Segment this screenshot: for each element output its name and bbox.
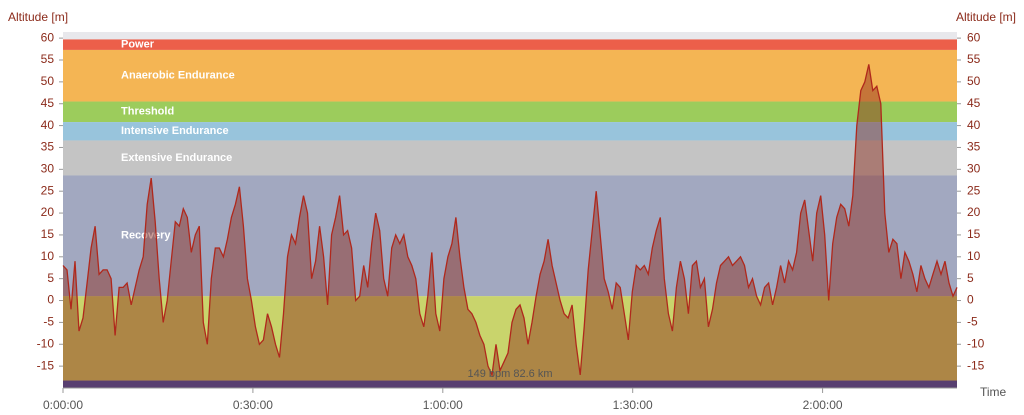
y-tick-label-right: 50 bbox=[967, 74, 981, 88]
x-tick-label: 0:30:00 bbox=[233, 398, 273, 412]
y-tick-label: 35 bbox=[41, 140, 55, 154]
area-fill bbox=[63, 64, 957, 389]
y-tick-label-right: 55 bbox=[967, 52, 981, 66]
y-tick-label: -5 bbox=[43, 315, 54, 329]
y-tick-label: 50 bbox=[41, 74, 55, 88]
y-tick-label-right: 0 bbox=[967, 293, 974, 307]
y-tick-label-right: 30 bbox=[967, 161, 981, 175]
altitude-line bbox=[62, 64, 958, 378]
y-tick-label: 60 bbox=[41, 30, 55, 44]
y-tick-label: 0 bbox=[47, 293, 54, 307]
zone-label: Extensive Endurance bbox=[121, 152, 232, 164]
y-tick-label-right: 10 bbox=[967, 249, 981, 263]
y-tick-label: 55 bbox=[41, 52, 55, 66]
zone-band bbox=[63, 49, 957, 102]
x-tick-label: 2:00:00 bbox=[803, 398, 843, 412]
y-tick-label: 15 bbox=[41, 227, 55, 241]
y-tick-label: -10 bbox=[37, 336, 55, 350]
zone-label: Anaerobic Endurance bbox=[121, 70, 235, 82]
y-tick-label-right: 20 bbox=[967, 205, 981, 219]
y-tick-label: 25 bbox=[41, 183, 55, 197]
zone-label: Threshold bbox=[121, 106, 174, 118]
y-tick-label: 5 bbox=[47, 271, 54, 285]
x-tick-label: 1:30:00 bbox=[613, 398, 653, 412]
zone-label: Recovery bbox=[121, 230, 171, 242]
y-axis-title: Altitude [m] bbox=[8, 10, 68, 24]
y-tick-label-right: 5 bbox=[967, 271, 974, 285]
zone-band bbox=[63, 39, 957, 50]
y-tick-label-right: 15 bbox=[967, 227, 981, 241]
y-tick-label: 10 bbox=[41, 249, 55, 263]
y-tick-label: 20 bbox=[41, 205, 55, 219]
y-tick-label: 45 bbox=[41, 96, 55, 110]
area-layer bbox=[62, 64, 958, 389]
zone-label: Intensive Endurance bbox=[121, 125, 229, 137]
y-tick-label-right: 45 bbox=[967, 96, 981, 110]
y-axis-title-right: Altitude [m] bbox=[956, 10, 1016, 24]
zone-band bbox=[63, 140, 957, 176]
x-tick-label: 1:00:00 bbox=[423, 398, 463, 412]
y-tick-label-right: -15 bbox=[967, 358, 985, 372]
y-tick-label-right: 25 bbox=[967, 183, 981, 197]
y-tick-label-right: 35 bbox=[967, 140, 981, 154]
x-axis-title: Time bbox=[980, 385, 1007, 399]
y-tick-label: -15 bbox=[37, 358, 55, 372]
y-tick-label: 40 bbox=[41, 118, 55, 132]
y-tick-label-right: -10 bbox=[967, 336, 985, 350]
y-tick-label-right: 40 bbox=[967, 118, 981, 132]
y-tick-label: 30 bbox=[41, 161, 55, 175]
zone-band bbox=[63, 380, 957, 388]
zone-label: Power bbox=[121, 39, 155, 51]
zone-band bbox=[63, 101, 957, 123]
y-tick-label-right: 60 bbox=[967, 30, 981, 44]
y-tick-label-right: -5 bbox=[967, 315, 978, 329]
zone-band bbox=[63, 122, 957, 141]
annotation: 149 bpm 82.6 km bbox=[468, 368, 553, 380]
x-tick-label: 0:00:00 bbox=[43, 398, 83, 412]
